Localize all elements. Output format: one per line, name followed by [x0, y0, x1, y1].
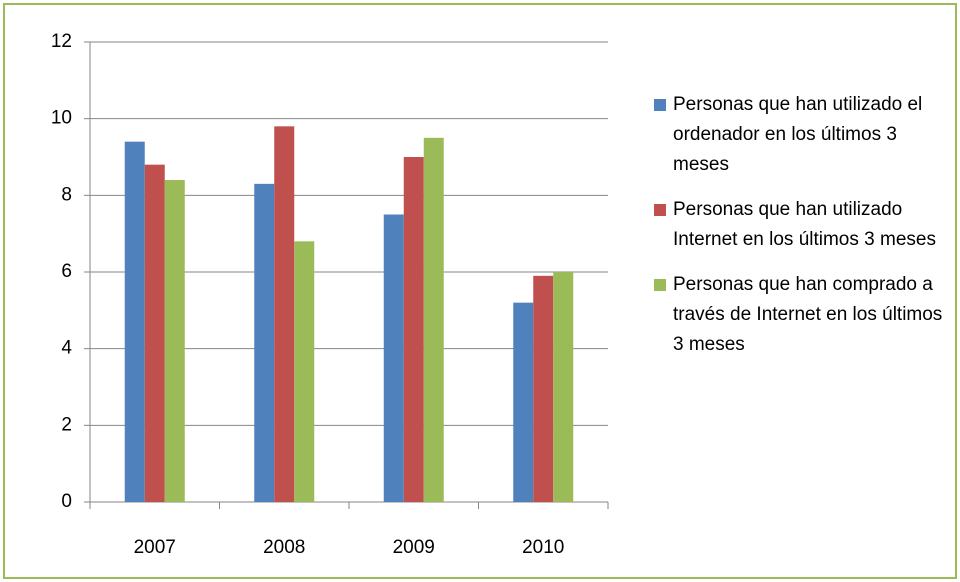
y-tick-label: 4 [61, 338, 72, 359]
x-tick-label: 2008 [263, 537, 305, 558]
legend-entry: Personas que han utilizado el ordenador … [654, 90, 954, 180]
bar [423, 137, 444, 503]
bar [164, 180, 185, 502]
legend-label: Personas que han utilizado Internet en l… [673, 199, 936, 250]
y-tick-label: 12 [51, 31, 72, 52]
y-tick-label: 2 [61, 414, 72, 435]
y-tick-label: 0 [61, 491, 72, 512]
legend-label: Personas que han utilizado el ordenador … [673, 94, 923, 175]
y-tick-label: 10 [51, 108, 72, 129]
bar [383, 214, 404, 502]
bar [144, 164, 165, 502]
legend-entry: Personas que han utilizado Internet en l… [654, 195, 954, 255]
legend-swatch [654, 99, 666, 111]
legend-swatch [654, 279, 666, 291]
legend-swatch [654, 204, 666, 216]
bar [533, 275, 554, 502]
bar [124, 141, 145, 502]
bar [513, 302, 534, 502]
legend: Personas que han utilizado el ordenador … [654, 90, 954, 375]
bar [274, 126, 295, 502]
bar [294, 241, 315, 503]
y-tick-label: 8 [61, 184, 72, 205]
legend-entry: Personas que han comprado a través de In… [654, 270, 954, 360]
x-tick-label: 2010 [522, 537, 564, 558]
x-tick-label: 2009 [393, 537, 435, 558]
chart-border [3, 3, 957, 579]
bar [553, 272, 574, 502]
bar [403, 157, 424, 502]
legend-label: Personas que han comprado a través de In… [673, 274, 943, 355]
x-tick-label: 2007 [134, 537, 176, 558]
y-tick-label: 6 [61, 261, 72, 282]
bar [254, 183, 275, 503]
